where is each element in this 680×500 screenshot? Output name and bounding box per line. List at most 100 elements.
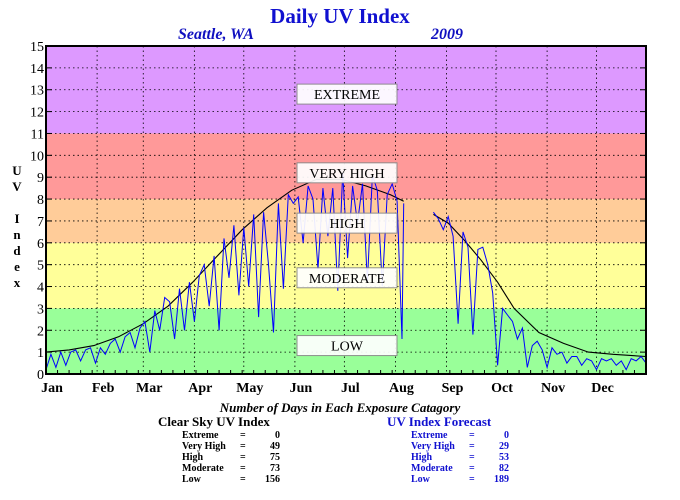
- y-axis-label: U V I n d e x: [10, 163, 24, 291]
- y-tick-label: 11: [31, 127, 44, 142]
- table-row: Very High = 29: [411, 441, 509, 452]
- row-value: 73: [270, 463, 280, 474]
- band-label-box: [296, 83, 398, 105]
- y-tick-label: 12: [30, 106, 44, 121]
- year-label: 2009: [431, 26, 463, 43]
- y-tick-label: 2: [37, 324, 44, 339]
- y-label-letter: x: [13, 275, 21, 290]
- y-label-letter: e: [14, 259, 20, 274]
- table-row: High = 53: [411, 452, 509, 463]
- equals-sign: =: [240, 452, 246, 463]
- y-label-letter: U: [12, 163, 22, 178]
- y-label-letter: V: [12, 179, 22, 194]
- y-label-letter: [10, 195, 24, 211]
- chart-title: Daily UV Index: [270, 4, 410, 28]
- x-tick-label: May: [236, 381, 263, 396]
- equals-sign: =: [469, 441, 475, 452]
- y-tick-label: 4: [37, 281, 44, 296]
- equals-sign: =: [469, 452, 475, 463]
- forecast-table: Extreme = 0 Very High = 29 High = 53 Moderate =…: [411, 430, 509, 485]
- band-label-text: VERY HIGH: [309, 167, 384, 182]
- row-value: 49: [270, 441, 280, 452]
- y-tick-label: 3: [37, 302, 44, 317]
- clear-sky-header: Clear Sky UV Index: [158, 414, 270, 429]
- equals-sign: =: [240, 430, 246, 441]
- band-labels: LOW MODERATE HIGH VERY HIGH EXTREME: [296, 83, 398, 357]
- equals-sign: =: [240, 474, 246, 485]
- table-row: Moderate = 82: [411, 463, 509, 474]
- clear-sky-line: [433, 213, 647, 358]
- table-row: Extreme = 0: [411, 430, 509, 441]
- location-label: Seattle, WA: [178, 26, 254, 43]
- y-tick-label: 5: [37, 259, 44, 274]
- equals-sign: =: [469, 474, 475, 485]
- exposure-subtitle: Number of Days in Each Exposure Catagory: [219, 400, 461, 415]
- y-tick-label: 1: [37, 346, 44, 361]
- x-tick-label: Mar: [136, 381, 162, 396]
- x-tick-label: Jun: [290, 381, 313, 396]
- clear-sky-stats: Clear Sky UV Index Extreme = 0 Very High = 4…: [158, 414, 280, 485]
- row-value: 82: [499, 463, 509, 474]
- x-tick-label: Dec: [591, 381, 614, 396]
- equals-sign: =: [240, 441, 246, 452]
- equals-sign: =: [469, 463, 475, 474]
- row-value: 53: [499, 452, 509, 463]
- row-value: 0: [504, 430, 509, 441]
- band-label-box: [296, 267, 398, 289]
- table-row: Moderate = 73: [182, 463, 280, 474]
- x-tick-label: Oct: [491, 381, 513, 396]
- y-tick-label: 6: [37, 237, 44, 252]
- row-label: Moderate: [411, 463, 453, 474]
- x-tick-label: Aug: [389, 381, 414, 396]
- band-label-text: HIGH: [330, 217, 365, 232]
- y-tick-label: 9: [37, 171, 44, 186]
- x-tick-label: Jan: [41, 381, 63, 396]
- y-label-letter: d: [13, 243, 21, 258]
- y-label-letter: I: [14, 211, 20, 226]
- equals-sign: =: [240, 463, 246, 474]
- band-label-text: LOW: [331, 340, 364, 355]
- table-row: Low = 189: [411, 474, 509, 485]
- forecast-line: [433, 211, 647, 371]
- band-label-box: [296, 162, 398, 184]
- y-label-letter: n: [13, 227, 21, 242]
- row-value: 29: [499, 441, 509, 452]
- row-label: Very High: [411, 441, 455, 452]
- row-value: 75: [270, 452, 280, 463]
- y-tick-label: 8: [37, 193, 44, 208]
- row-label: Extreme: [182, 430, 219, 441]
- row-label: Very High: [182, 441, 226, 452]
- row-label: Extreme: [411, 430, 448, 441]
- row-label: High: [411, 452, 433, 463]
- band-label-box: [296, 212, 398, 234]
- y-tick-label: 13: [30, 84, 44, 99]
- table-row: Very High = 49: [182, 441, 280, 452]
- row-label: Moderate: [182, 463, 224, 474]
- row-label: Low: [411, 474, 430, 485]
- y-tick-label: 10: [30, 149, 44, 164]
- band-label-text: MODERATE: [309, 272, 385, 287]
- row-label: Low: [182, 474, 201, 485]
- x-tick-label: Sep: [442, 381, 464, 396]
- y-tick-label: 0: [37, 368, 44, 383]
- y-tick-label: 14: [30, 62, 44, 77]
- table-row: Extreme = 0: [182, 430, 280, 441]
- x-tick-label: Apr: [188, 381, 212, 396]
- row-value: 189: [494, 474, 509, 485]
- forecast-line: [45, 172, 405, 370]
- x-tick-label: Nov: [541, 381, 565, 396]
- band-label-box: [296, 335, 398, 357]
- row-value: 156: [265, 474, 280, 485]
- forecast-header: UV Index Forecast: [387, 414, 492, 429]
- clear-sky-table: Extreme = 0 Very High = 49 High = 75 Moderate =…: [182, 430, 280, 485]
- x-tick-label: Feb: [92, 381, 115, 396]
- y-tick-label: 7: [37, 215, 44, 230]
- equals-sign: =: [469, 430, 475, 441]
- x-tick-label: Jul: [341, 381, 360, 396]
- row-label: High: [182, 452, 204, 463]
- y-tick-label: 15: [30, 40, 44, 55]
- table-row: Low = 156: [182, 474, 280, 485]
- forecast-stats: UV Index Forecast Extreme = 0 Very High = 29…: [387, 414, 509, 485]
